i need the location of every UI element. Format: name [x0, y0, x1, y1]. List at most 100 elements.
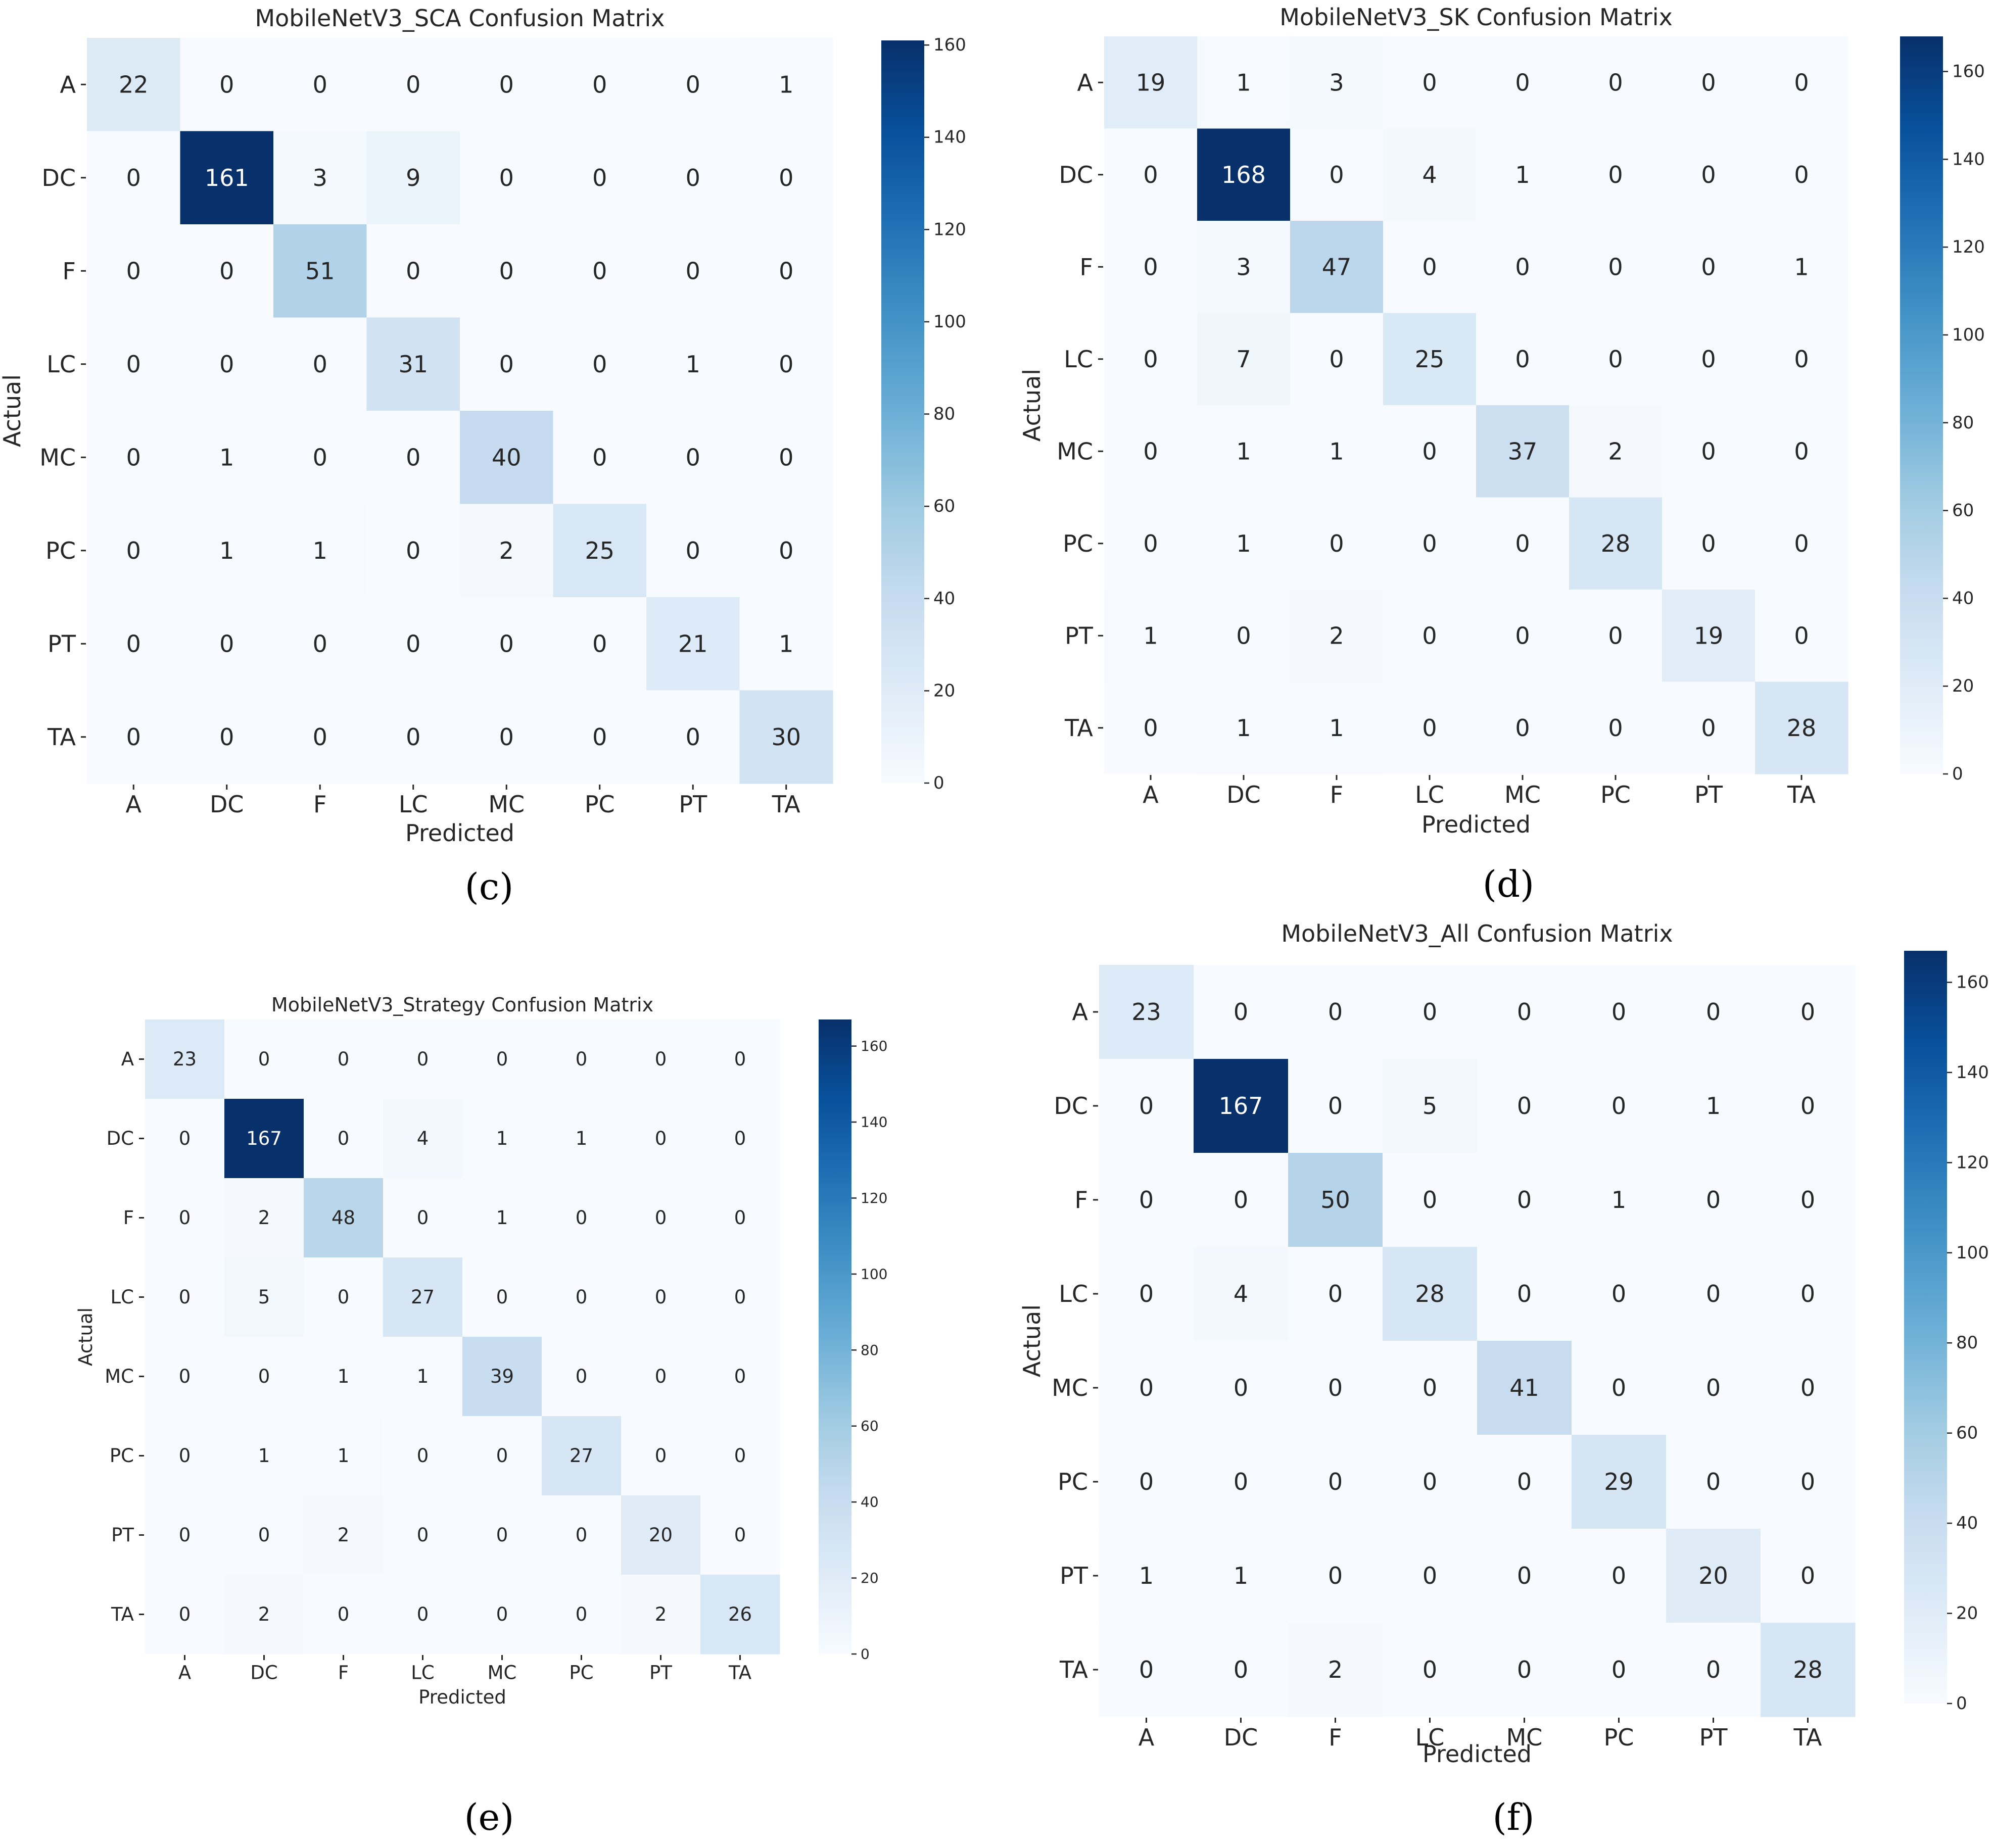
heatmap-cell — [1572, 1153, 1667, 1247]
cell-value: 1 — [313, 537, 327, 564]
heatmap-cell — [460, 690, 554, 784]
cell-value: 1 — [1329, 437, 1344, 465]
heatmap-cell — [1666, 1247, 1761, 1341]
cell-value: 1 — [338, 1366, 350, 1387]
heatmap-cell — [87, 317, 181, 411]
y-tick-label: A — [121, 1048, 134, 1070]
cell-value: 1 — [1236, 69, 1251, 96]
heatmap-cell — [1755, 221, 1848, 314]
x-tick-label: A — [1143, 781, 1159, 808]
cell-value: 0 — [1422, 622, 1437, 649]
heatmap-cell — [1476, 682, 1570, 774]
heatmap-cell — [1662, 682, 1756, 774]
heatmap-cell — [542, 1337, 622, 1417]
heatmap-cell — [1572, 1247, 1667, 1341]
heatmap-cell — [1197, 682, 1291, 774]
cell-value: 0 — [417, 1048, 429, 1070]
cell-value: 26 — [728, 1603, 752, 1625]
cell-value: 0 — [1800, 1374, 1815, 1401]
heatmap-cell — [304, 1337, 384, 1417]
x-tick-label: A — [1139, 1724, 1155, 1751]
x-tick-label: TA — [728, 1662, 751, 1684]
cell-value: 0 — [1608, 714, 1623, 742]
heatmap-cell — [1761, 1623, 1856, 1717]
heatmap-cell — [621, 1178, 701, 1258]
cell-value: 0 — [1329, 346, 1344, 373]
cell-value: 0 — [1608, 69, 1623, 96]
heatmap-cell — [224, 1337, 304, 1417]
heatmap-cell — [462, 1337, 542, 1417]
heatmap-cell — [1477, 965, 1572, 1059]
heatmap-cell — [180, 504, 274, 598]
cell-value: 0 — [1422, 1374, 1437, 1401]
cell-value: 0 — [219, 723, 234, 751]
cell-value: 0 — [1422, 1468, 1437, 1495]
colorbar — [819, 1019, 851, 1654]
cell-value: 0 — [1794, 161, 1809, 188]
heatmap-cell — [739, 690, 833, 784]
x-tick-label: PC — [585, 791, 615, 818]
heatmap-cell — [1288, 1153, 1383, 1247]
heatmap-cell — [1383, 36, 1477, 129]
cell-value: 0 — [219, 257, 234, 284]
x-tick-label: MC — [488, 791, 525, 818]
cell-value: 0 — [1517, 1092, 1532, 1120]
heatmap-cell — [1383, 1059, 1478, 1153]
x-axis-label: Predicted — [418, 1686, 506, 1708]
cell-value: 9 — [406, 164, 420, 191]
heatmap-cell — [366, 131, 460, 225]
cell-value: 28 — [1787, 714, 1817, 742]
chart-title: MobileNetV3_All Confusion Matrix — [1281, 920, 1673, 947]
heatmap-cell — [1666, 1529, 1761, 1623]
heatmap-cell — [1662, 405, 1756, 498]
cell-value: 0 — [219, 351, 234, 378]
cell-value: 0 — [576, 1286, 588, 1308]
heatmap-cell — [1569, 497, 1663, 590]
heatmap-cell — [700, 1416, 780, 1496]
x-tick-label: F — [313, 791, 326, 818]
cell-value: 0 — [592, 444, 607, 471]
cell-value: 48 — [331, 1207, 355, 1229]
colorbar-tick-label: 160 — [861, 1038, 887, 1054]
heatmap-cell — [1383, 128, 1477, 221]
y-tick-label: PT — [48, 630, 76, 657]
heatmap-cell — [1290, 36, 1384, 129]
heatmap-cell — [646, 131, 740, 225]
colorbar-tick-label: 60 — [1956, 1423, 1978, 1443]
y-tick-label: PT — [111, 1524, 134, 1546]
heatmap-cell — [304, 1257, 384, 1337]
cell-value: 0 — [1517, 998, 1532, 1026]
heatmap-cell — [646, 38, 740, 132]
heatmap-cell — [1755, 313, 1848, 406]
chart-title: MobileNetV3_Strategy Confusion Matrix — [271, 994, 653, 1016]
cell-value: 0 — [1706, 1468, 1721, 1495]
heatmap-cell — [739, 504, 833, 598]
x-tick-label: MC — [1504, 781, 1541, 808]
cell-value: 0 — [406, 723, 420, 751]
heatmap-cell — [462, 1495, 542, 1575]
y-tick-label: MC — [105, 1366, 134, 1387]
cell-value: 1 — [779, 71, 793, 98]
heatmap-cell — [1477, 1247, 1572, 1341]
cell-value: 0 — [1143, 714, 1158, 742]
heatmap-cell — [460, 597, 554, 691]
heatmap-cell — [273, 317, 367, 411]
heatmap-cell — [542, 1178, 622, 1258]
cell-value: 0 — [496, 1048, 508, 1070]
cell-value: 0 — [1234, 998, 1248, 1026]
cell-value: 0 — [1611, 1656, 1626, 1683]
cell-value: 0 — [313, 71, 327, 98]
heatmap-cell — [542, 1495, 622, 1575]
cell-value: 0 — [1608, 346, 1623, 373]
heatmap-cell — [1197, 36, 1291, 129]
heatmap-cell — [145, 1337, 225, 1417]
cell-value: 0 — [313, 351, 327, 378]
x-tick-label: MC — [488, 1662, 517, 1684]
cell-value: 0 — [576, 1207, 588, 1229]
cell-value: 0 — [1515, 346, 1530, 373]
heatmap-cell — [145, 1495, 225, 1575]
y-axis-label: Actual — [1018, 1304, 1046, 1377]
cell-value: 27 — [411, 1286, 435, 1308]
heatmap-cell — [1197, 221, 1291, 314]
cell-value: 1 — [779, 630, 793, 657]
